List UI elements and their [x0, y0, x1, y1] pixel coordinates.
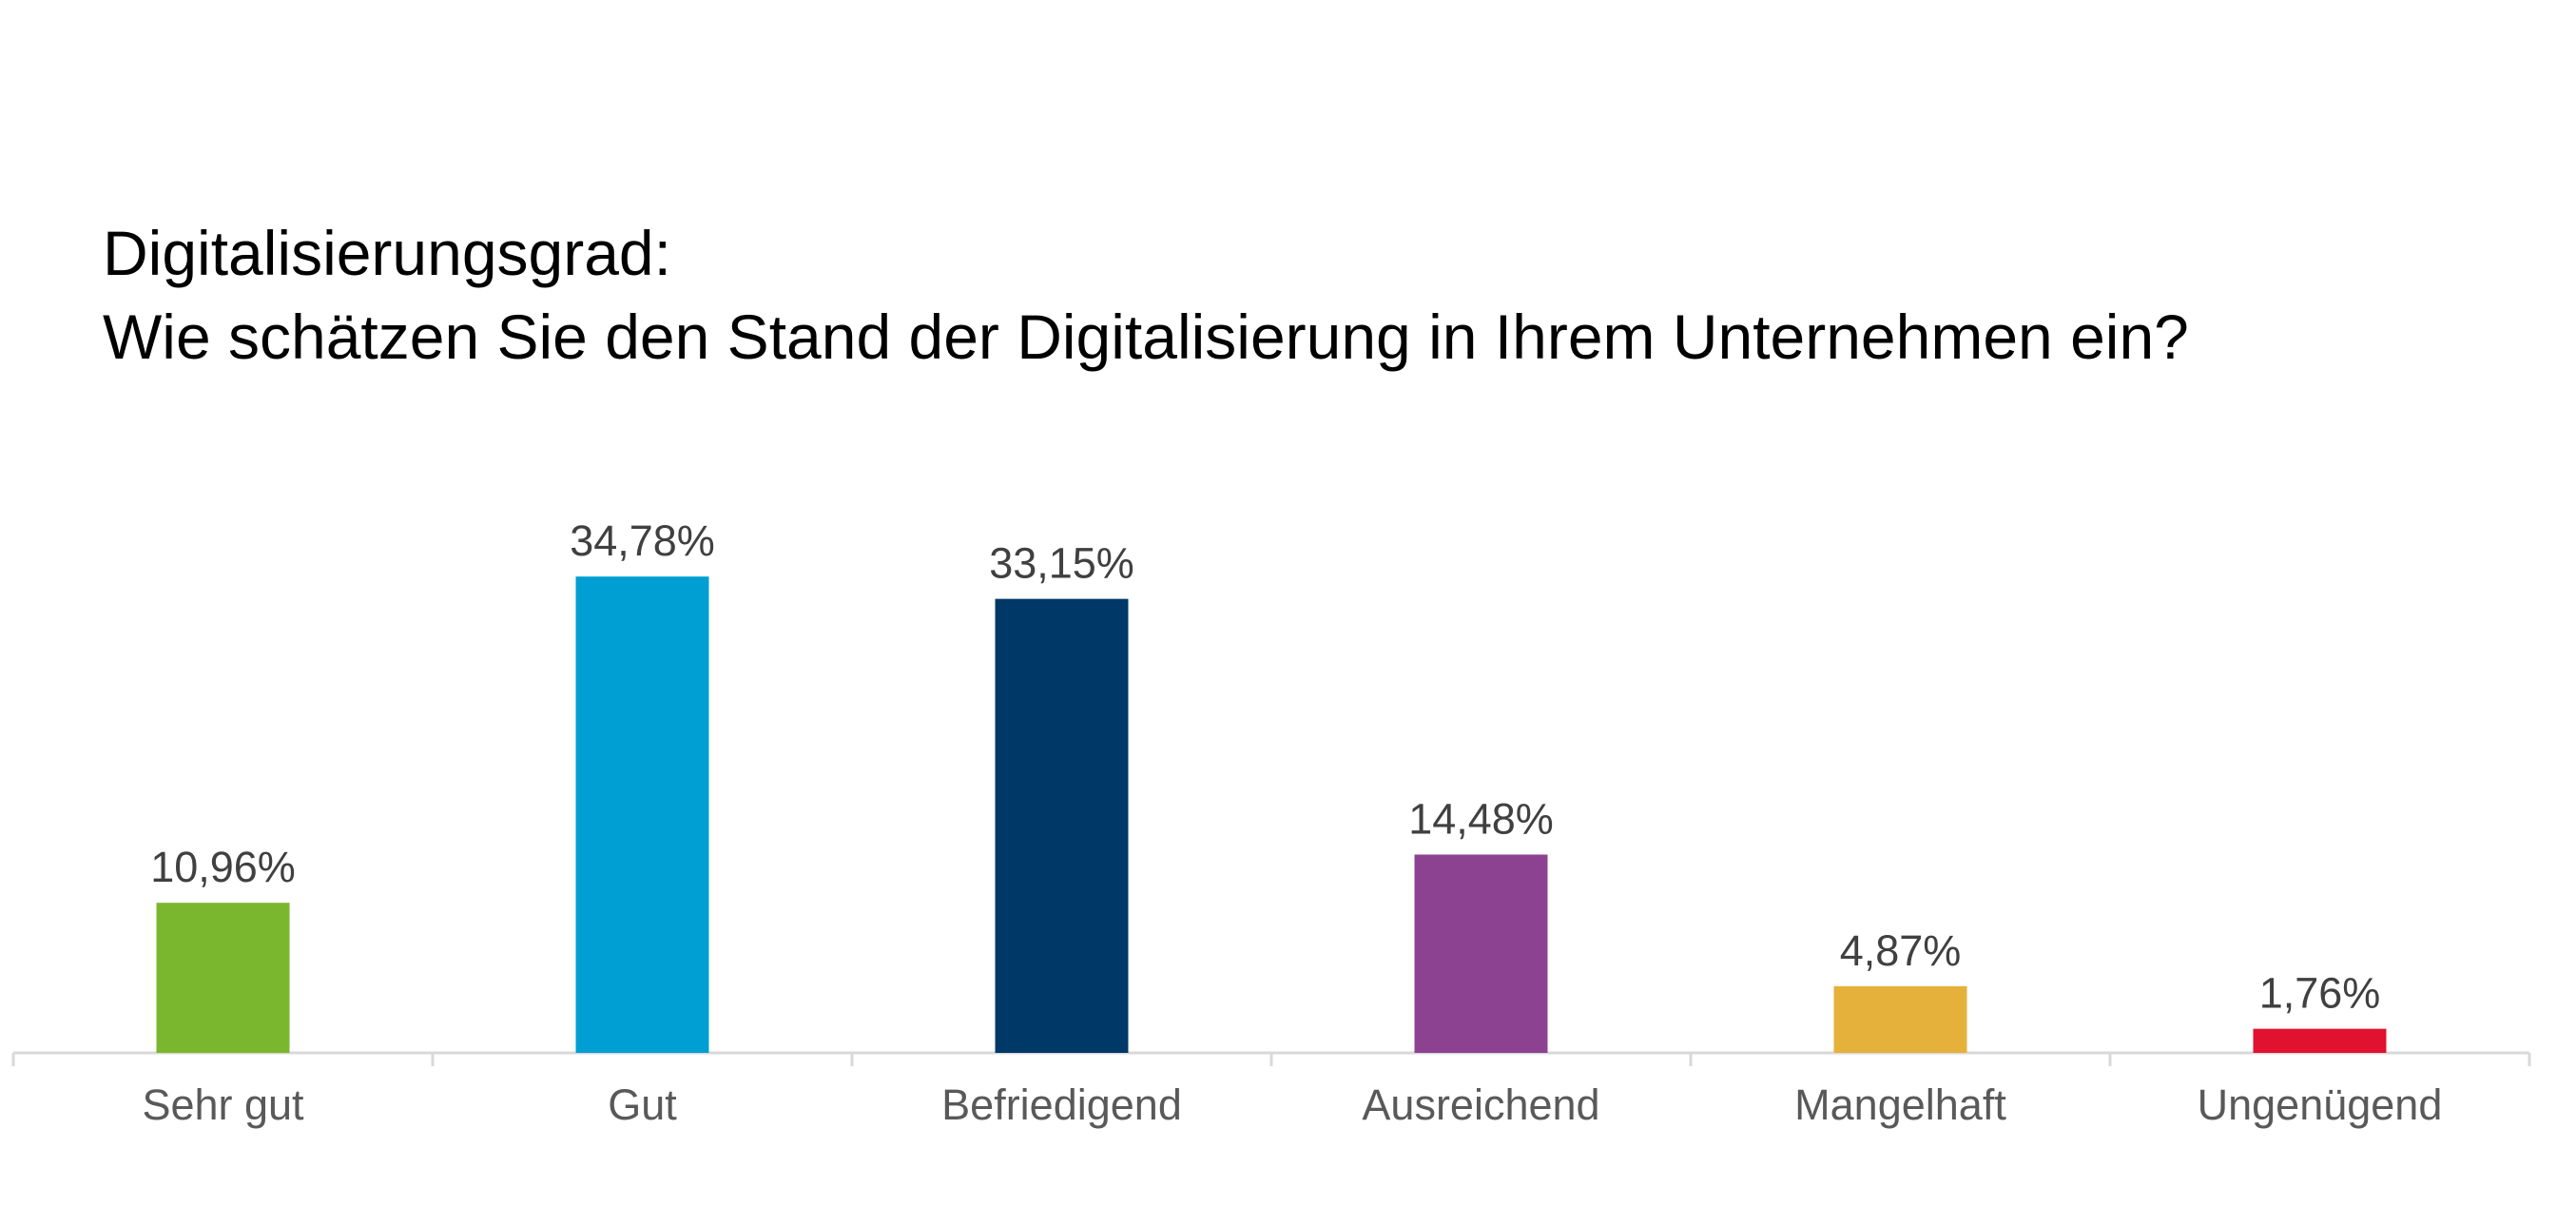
data-label: 14,48%: [1408, 794, 1554, 843]
data-label: 33,15%: [989, 539, 1134, 588]
bar-ausreichend: [1414, 854, 1548, 1053]
bar-gut: [575, 576, 709, 1053]
category-label: Mangelhaft: [1794, 1080, 2006, 1129]
category-label: Gut: [608, 1080, 677, 1129]
chart-title-line1: Digitalisierungsgrad:: [103, 218, 671, 288]
bar-mangelhaft: [1833, 985, 1967, 1053]
chart-title-line2: Wie schätzen Sie den Stand der Digitalis…: [103, 302, 2189, 372]
category-label: Sehr gut: [142, 1080, 304, 1129]
bar-befriedigend: [995, 598, 1129, 1053]
category-label: Ungenügend: [2198, 1080, 2443, 1129]
bar-ungenügend: [2253, 1028, 2387, 1053]
category-label: Befriedigend: [941, 1080, 1182, 1129]
category-label: Ausreichend: [1362, 1080, 1599, 1129]
data-label: 4,87%: [1840, 926, 1962, 975]
chart-title: Digitalisierungsgrad: Wie schätzen Sie d…: [103, 211, 2189, 379]
data-label: 1,76%: [2259, 969, 2381, 1018]
data-label: 34,78%: [570, 516, 715, 565]
data-label: 10,96%: [150, 843, 296, 891]
bar-sehr-gut: [156, 903, 290, 1053]
